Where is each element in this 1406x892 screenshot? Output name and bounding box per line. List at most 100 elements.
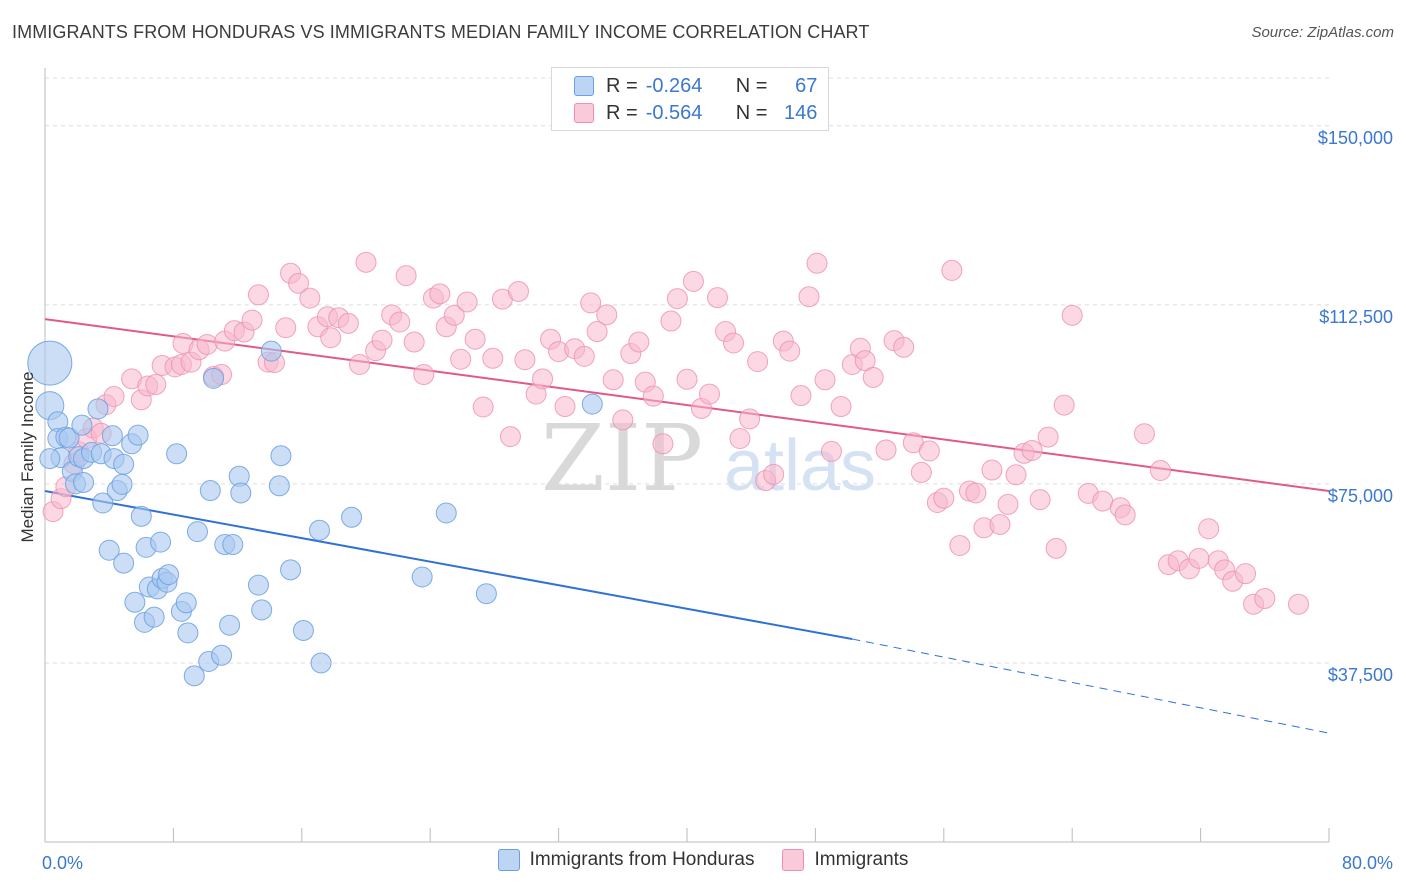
point-immigrants-104 bbox=[875, 439, 897, 461]
point-honduras-33 bbox=[150, 531, 172, 553]
point-immigrants-46 bbox=[403, 331, 425, 353]
point-immigrants-95 bbox=[798, 286, 820, 308]
series-legend: Immigrants from Honduras Immigrants bbox=[0, 849, 1406, 871]
chart-title: IMMIGRANTS FROM HONDURAS VS IMMIGRANTS M… bbox=[12, 22, 870, 42]
legend-r-label: R = bbox=[606, 101, 638, 124]
point-honduras-20 bbox=[98, 539, 120, 561]
point-honduras-45 bbox=[203, 367, 225, 389]
point-honduras-51 bbox=[230, 482, 252, 504]
point-immigrants-113 bbox=[949, 534, 971, 556]
point-immigrants-44 bbox=[389, 311, 411, 333]
point-immigrants-33 bbox=[299, 287, 321, 309]
point-immigrants-89 bbox=[747, 351, 769, 373]
point-immigrants-36 bbox=[320, 327, 342, 349]
point-honduras-62 bbox=[411, 566, 433, 588]
point-immigrants-55 bbox=[472, 396, 494, 418]
x-tick-label-0: 0.0% bbox=[42, 853, 83, 873]
point-immigrants-30 bbox=[275, 317, 297, 339]
legend-n-honduras: 67 bbox=[795, 74, 818, 97]
point-immigrants-27 bbox=[247, 284, 269, 306]
legend-n-immigrants: 146 bbox=[784, 101, 818, 124]
tick-labels: $37,500 $75,000 $112,500 $150,000 0.0% 80.0% bbox=[42, 128, 1393, 873]
point-honduras-53 bbox=[251, 599, 273, 621]
point-immigrants-138 bbox=[1198, 518, 1220, 540]
legend-r-immigrants: -0.564 bbox=[645, 101, 703, 124]
point-immigrants-87 bbox=[729, 428, 751, 450]
point-honduras-27 bbox=[130, 505, 152, 527]
point-honduras-14 bbox=[87, 398, 109, 420]
point-immigrants-58 bbox=[499, 426, 521, 448]
legend-r-label: R = bbox=[606, 74, 638, 97]
point-immigrants-119 bbox=[997, 493, 1019, 515]
point-immigrants-77 bbox=[652, 433, 674, 455]
point-honduras-60 bbox=[310, 652, 332, 674]
point-honduras-56 bbox=[270, 445, 292, 467]
y-tick-label-1: $75,000 bbox=[1328, 486, 1393, 506]
point-honduras-26 bbox=[127, 424, 149, 446]
point-immigrants-88 bbox=[739, 408, 761, 430]
point-honduras-63 bbox=[435, 502, 457, 524]
point-honduras-55 bbox=[268, 475, 290, 497]
y-tick-label-2: $112,500 bbox=[1319, 307, 1393, 327]
point-immigrants-83 bbox=[698, 383, 720, 405]
point-immigrants-42 bbox=[371, 329, 393, 351]
point-immigrants-91 bbox=[763, 463, 785, 485]
point-immigrants-51 bbox=[443, 304, 465, 326]
point-honduras-22 bbox=[113, 552, 135, 574]
point-immigrants-145 bbox=[1288, 593, 1310, 615]
point-immigrants-68 bbox=[580, 292, 602, 314]
point-immigrants-131 bbox=[1114, 504, 1136, 526]
point-immigrants-96 bbox=[806, 252, 828, 274]
point-honduras-25 bbox=[124, 591, 146, 613]
legend-swatch-honduras bbox=[574, 76, 594, 96]
point-immigrants-56 bbox=[482, 347, 504, 369]
point-honduras-39 bbox=[175, 592, 197, 614]
legend-row-honduras: R = -0.264 N = 67 bbox=[574, 73, 817, 99]
series-immigrants bbox=[42, 251, 1310, 615]
point-immigrants-98 bbox=[820, 440, 842, 462]
point-immigrants-111 bbox=[933, 487, 955, 509]
point-immigrants-99 bbox=[830, 396, 852, 418]
point-honduras-48 bbox=[219, 614, 241, 636]
point-immigrants-60 bbox=[514, 349, 536, 371]
point-immigrants-126 bbox=[1053, 394, 1075, 416]
point-immigrants-127 bbox=[1061, 304, 1083, 326]
point-honduras-41 bbox=[183, 665, 205, 687]
point-honduras-31 bbox=[143, 606, 165, 628]
point-immigrants-49 bbox=[429, 283, 451, 305]
point-immigrants-32 bbox=[288, 272, 310, 294]
point-immigrants-118 bbox=[989, 513, 1011, 535]
point-immigrants-69 bbox=[586, 321, 608, 343]
point-honduras-12 bbox=[73, 471, 95, 493]
point-immigrants-39 bbox=[349, 354, 371, 375]
legend-n-label: N = bbox=[735, 101, 768, 124]
legend-n-label: N = bbox=[735, 74, 768, 97]
trend-line-honduras-extension bbox=[852, 638, 1330, 734]
stats-legend: R = -0.264 N = 67 R = -0.564 N = 146 bbox=[551, 67, 829, 131]
point-honduras-17 bbox=[101, 425, 123, 447]
point-immigrants-26 bbox=[241, 309, 263, 331]
series-honduras bbox=[27, 340, 603, 687]
y-tick-label-3: $150,000 bbox=[1318, 128, 1393, 148]
point-immigrants-129 bbox=[1092, 490, 1114, 512]
point-honduras-59 bbox=[308, 519, 330, 541]
trend-line-immigrants bbox=[44, 318, 1330, 493]
point-immigrants-53 bbox=[456, 291, 478, 313]
legend-row-immigrants: R = -0.564 N = 146 bbox=[574, 100, 817, 126]
point-immigrants-38 bbox=[337, 312, 359, 334]
point-immigrants-74 bbox=[628, 331, 650, 353]
point-immigrants-137 bbox=[1188, 547, 1210, 569]
y-tick-label-0: $37,500 bbox=[1328, 665, 1393, 685]
point-honduras-10 bbox=[71, 414, 93, 436]
point-honduras-54 bbox=[260, 340, 282, 362]
legend-swatch-immigrants bbox=[574, 103, 594, 123]
point-immigrants-120 bbox=[1005, 464, 1027, 486]
point-honduras-42 bbox=[186, 521, 208, 543]
point-honduras-36 bbox=[158, 564, 180, 586]
source-label: Source: ZipAtlas.com bbox=[1251, 24, 1394, 41]
point-immigrants-40 bbox=[355, 251, 377, 273]
point-honduras-40 bbox=[177, 622, 199, 644]
point-immigrants-59 bbox=[507, 280, 529, 302]
point-immigrants-125 bbox=[1045, 537, 1067, 559]
point-honduras-66 bbox=[39, 448, 61, 470]
